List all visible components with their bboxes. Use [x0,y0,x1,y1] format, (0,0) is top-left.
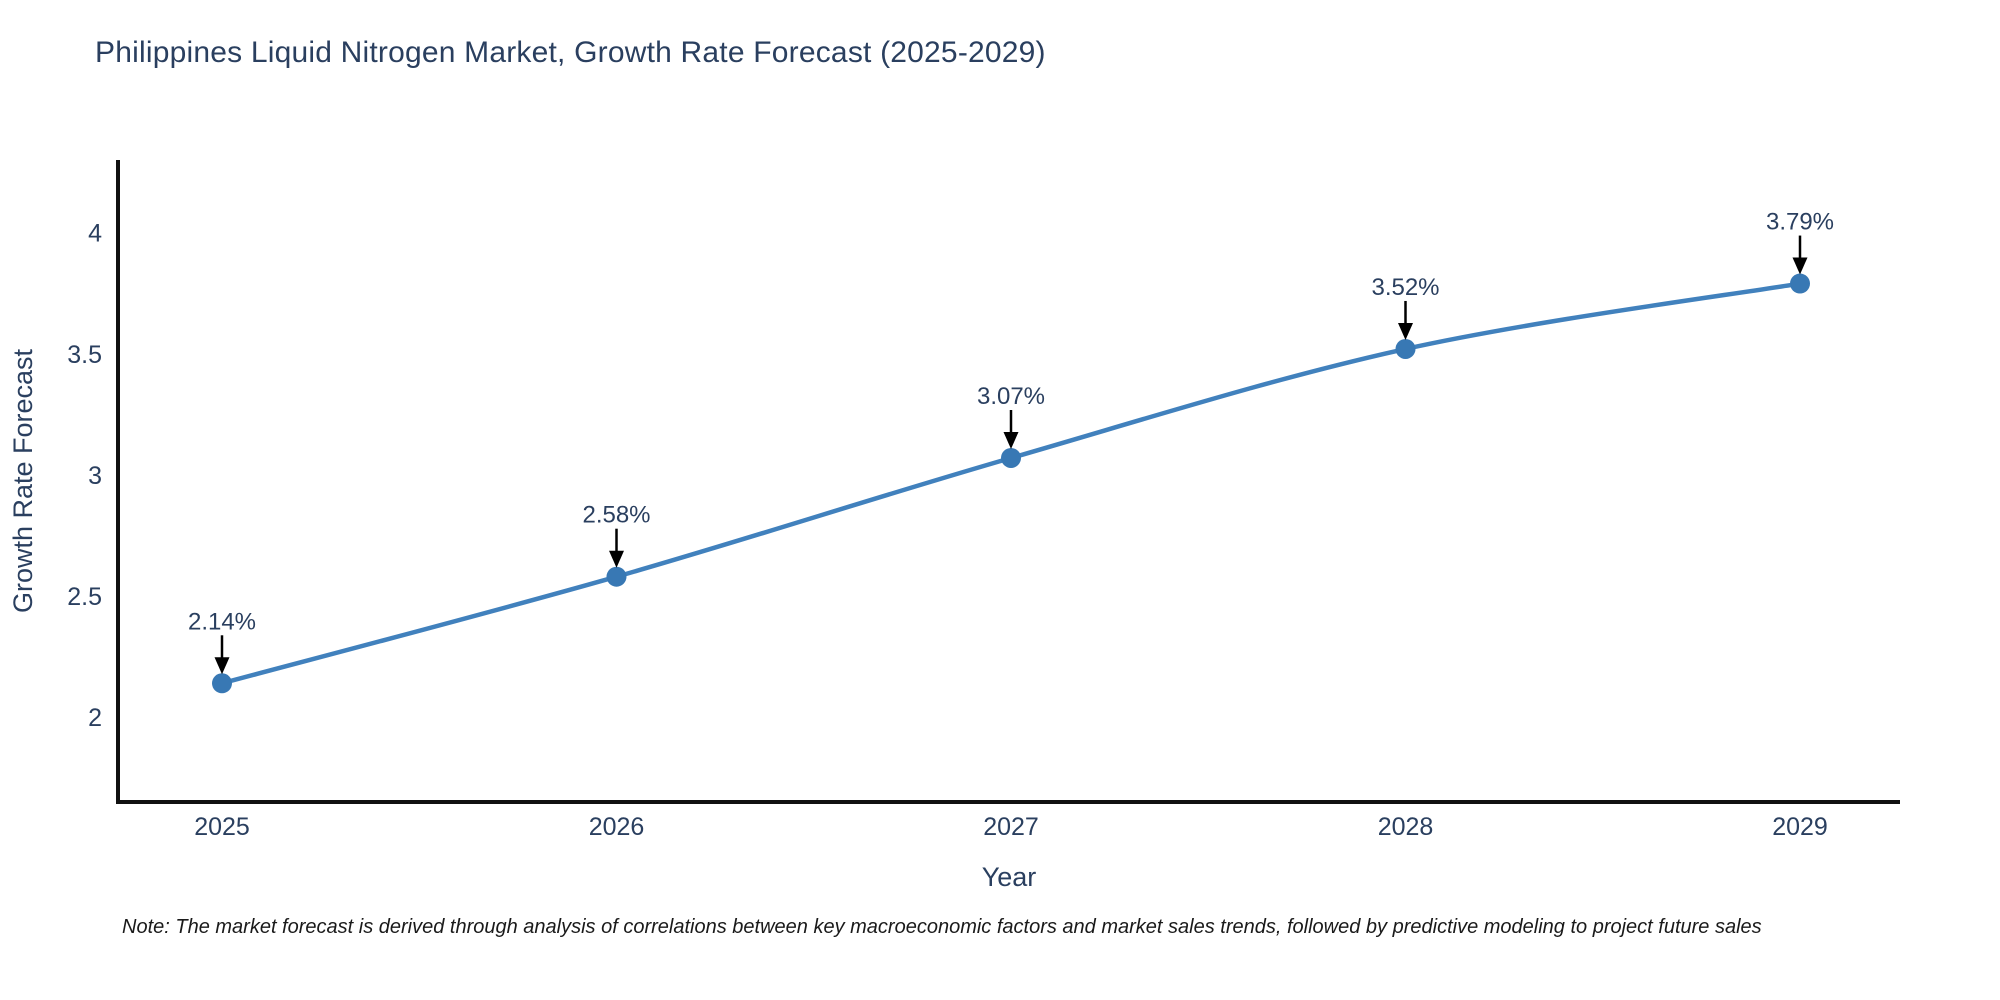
y-tick-label: 2 [88,704,102,732]
point-value-label: 3.79% [1766,209,1834,236]
annotation-arrowhead-icon [609,550,624,568]
chart-title: Philippines Liquid Nitrogen Market, Grow… [95,36,1046,69]
data-point [1790,273,1810,294]
point-value-label: 2.58% [582,502,650,529]
growth-rate-line [219,281,1803,686]
x-axis-title: Year [982,862,1037,892]
x-tick-label: 2026 [589,813,645,841]
data-point [1395,338,1416,359]
x-tick-label: 2027 [983,813,1039,841]
y-tick-label: 4 [88,220,102,248]
y-tick-label: 3 [88,462,102,490]
annotation-arrowhead-icon [1792,257,1808,275]
x-tick-label: 2029 [1772,813,1828,841]
point-value-label: 3.52% [1371,274,1439,301]
annotation-arrowhead-icon [1398,322,1413,340]
y-tick-label: 2.5 [67,583,102,611]
footnote: Note: The market forecast is derived thr… [122,916,1762,938]
x-tick-label: 2025 [194,813,250,841]
data-point [606,566,627,587]
x-tick-label: 2028 [1378,813,1434,841]
point-value-label: 2.14% [188,608,256,635]
data-point [212,673,232,694]
annotation-arrowhead-icon [1003,431,1019,449]
data-point [1001,447,1021,468]
y-axis-title: Growth Rate Forecast [8,348,38,613]
point-value-label: 3.07% [977,383,1045,410]
annotation-arrowhead-icon [214,657,230,675]
y-tick-label: 3.5 [67,341,102,369]
